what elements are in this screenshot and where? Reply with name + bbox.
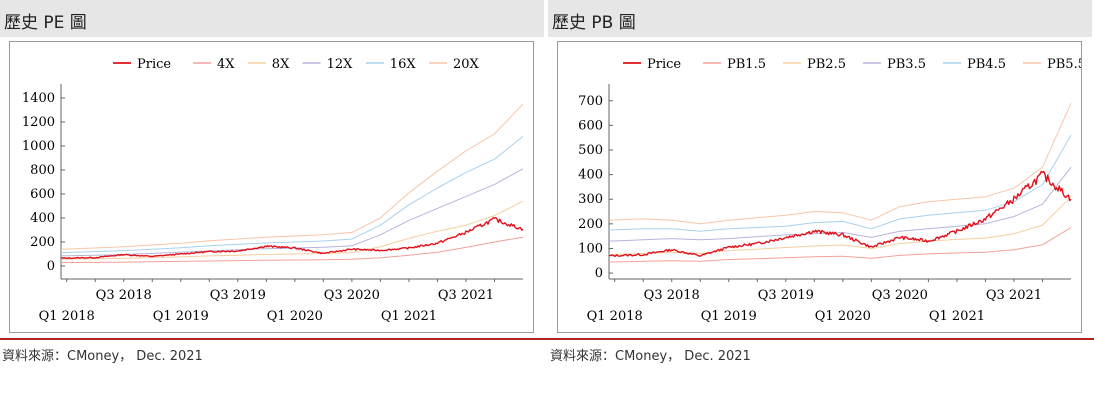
pe-chart-frame: Price 4X 8X 12X 16X 20X 0 200 400 600 800 1000 1200 1… [9, 41, 534, 333]
pe-source-note: 資料來源：CMoney， Dec. 2021 [2, 349, 203, 364]
pb-legend-item-pb35: PB3.5 [863, 57, 926, 72]
pe-y-tick-label: 1400 [22, 91, 55, 106]
pb-legend-item-price: Price [623, 57, 681, 72]
pb-legend-item-pb45: PB4.5 [943, 57, 1006, 72]
pe-x-tick-label: Q1 2021 [381, 309, 437, 324]
pb-y-tick-label: 0 [595, 266, 603, 281]
pe-legend-label: 4X [217, 57, 235, 72]
pe-x-tick-label: Q1 2018 [39, 309, 95, 324]
pb-legend-label: Price [647, 57, 681, 72]
pe-legend-item-20x: 20X [429, 57, 480, 72]
pe-legend-item-12x: 12X [302, 57, 354, 72]
pb-legend-item-pb55: PB5.5 [1023, 57, 1081, 72]
pe-legend-item-4x: 4X [193, 57, 235, 72]
pe-chart-title: 歷史 PE 圖 [4, 13, 87, 33]
pb-series-price [608, 170, 1072, 258]
pe-series-8x [60, 200, 524, 260]
pb-series-pb15 [608, 227, 1072, 263]
pb-x-tick-label: Q1 2020 [815, 309, 871, 324]
pb-x-tick-label: Q3 2020 [872, 288, 928, 303]
pe-y-tick-label: 800 [30, 163, 55, 178]
pe-series-price [60, 216, 524, 260]
pb-legend-item-pb15: PB1.5 [703, 57, 766, 72]
pe-x-tick-label: Q3 2021 [438, 288, 494, 303]
pb-chart-frame: Price PB1.5 PB2.5 PB3.5 PB4.5 PB5.5 0 100 200 300… [557, 41, 1082, 333]
pe-x-tick-label: Q1 2020 [267, 309, 323, 324]
pe-legend-label: 20X [453, 57, 480, 72]
pb-source-note: 資料來源：CMoney， Dec. 2021 [550, 349, 751, 364]
pb-y-tick-label: 700 [578, 94, 603, 109]
pb-legend-label: PB5.5 [1047, 57, 1081, 72]
pe-legend-item-8x: 8X [247, 57, 290, 72]
pb-y-tick-label: 100 [578, 241, 603, 256]
pb-chart-title: 歷史 PB 圖 [552, 13, 636, 33]
pe-x-tick-label: Q3 2018 [96, 288, 152, 303]
pb-legend-label: PB4.5 [967, 57, 1006, 72]
pe-legend-item-16x: 16X [365, 57, 417, 72]
pb-x-tick-label: Q1 2019 [701, 309, 757, 324]
pb-x-tick-label: Q3 2018 [644, 288, 700, 303]
pe-title-bar: 歷史 PE 圖 [0, 0, 544, 37]
pe-panel: 歷史 PE 圖 Price 4X 8X 12X 16X 20X 0 200 400 600 800 1… [0, 0, 544, 417]
pb-x-tick-label: Q1 2021 [929, 309, 985, 324]
pe-x-tick-label: Q1 2019 [153, 309, 209, 324]
pb-x-tick-label: Q3 2021 [986, 288, 1042, 303]
pe-series-16x [60, 136, 524, 254]
pe-legend-label: Price [137, 57, 171, 72]
pb-legend: Price PB1.5 PB2.5 PB3.5 PB4.5 PB5.5 [623, 57, 1081, 72]
pb-chart: Price PB1.5 PB2.5 PB3.5 PB4.5 PB5.5 0 100 200 300… [578, 57, 1081, 324]
pe-y-tick-label: 1200 [22, 115, 55, 130]
divider-line [0, 338, 1094, 340]
pb-series-pb55 [608, 102, 1072, 225]
pb-x-tick-label: Q3 2019 [758, 288, 814, 303]
pb-series-pb45 [608, 134, 1072, 232]
pe-legend-item-price: Price [113, 57, 171, 72]
pb-y-tick-label: 600 [578, 118, 603, 133]
pb-legend-label: PB1.5 [727, 57, 766, 72]
pe-chart: Price 4X 8X 12X 16X 20X 0 200 400 600 800 1000 1200 1… [22, 57, 524, 324]
pe-x-tick-label: Q3 2020 [324, 288, 380, 303]
pe-y-tick-label: 0 [47, 259, 55, 274]
pe-x-tick-label: Q3 2019 [210, 288, 266, 303]
pe-series-4x [60, 236, 524, 264]
pb-y-tick-label: 300 [578, 192, 603, 207]
pe-y-tick-label: 600 [30, 187, 55, 202]
pb-y-tick-label: 400 [578, 168, 603, 183]
pb-series-pb35 [608, 166, 1072, 242]
pb-legend-label: PB3.5 [887, 57, 926, 72]
pb-legend-label: PB2.5 [807, 57, 846, 72]
pe-legend: Price 4X 8X 12X 16X 20X [113, 57, 480, 72]
pb-x-tick-label: Q1 2018 [587, 309, 643, 324]
pe-y-tick-label: 400 [30, 211, 55, 226]
pe-legend-label: 16X [390, 57, 417, 72]
pe-legend-label: 8X [272, 57, 290, 72]
pb-title-bar: 歷史 PB 圖 [548, 0, 1092, 37]
pe-y-tick-label: 200 [30, 235, 55, 250]
pb-y-tick-label: 200 [578, 217, 603, 232]
pe-series-12x [60, 168, 524, 257]
pb-panel: 歷史 PB 圖 Price PB1.5 PB2.5 PB3.5 PB4.5 PB5.5 0 1… [548, 0, 1092, 417]
pb-y-tick-label: 500 [578, 143, 603, 158]
pe-y-tick-label: 1000 [22, 139, 55, 154]
pb-legend-item-pb25: PB2.5 [783, 57, 846, 72]
pe-legend-label: 12X [327, 57, 354, 72]
pe-series-20x [60, 103, 524, 250]
